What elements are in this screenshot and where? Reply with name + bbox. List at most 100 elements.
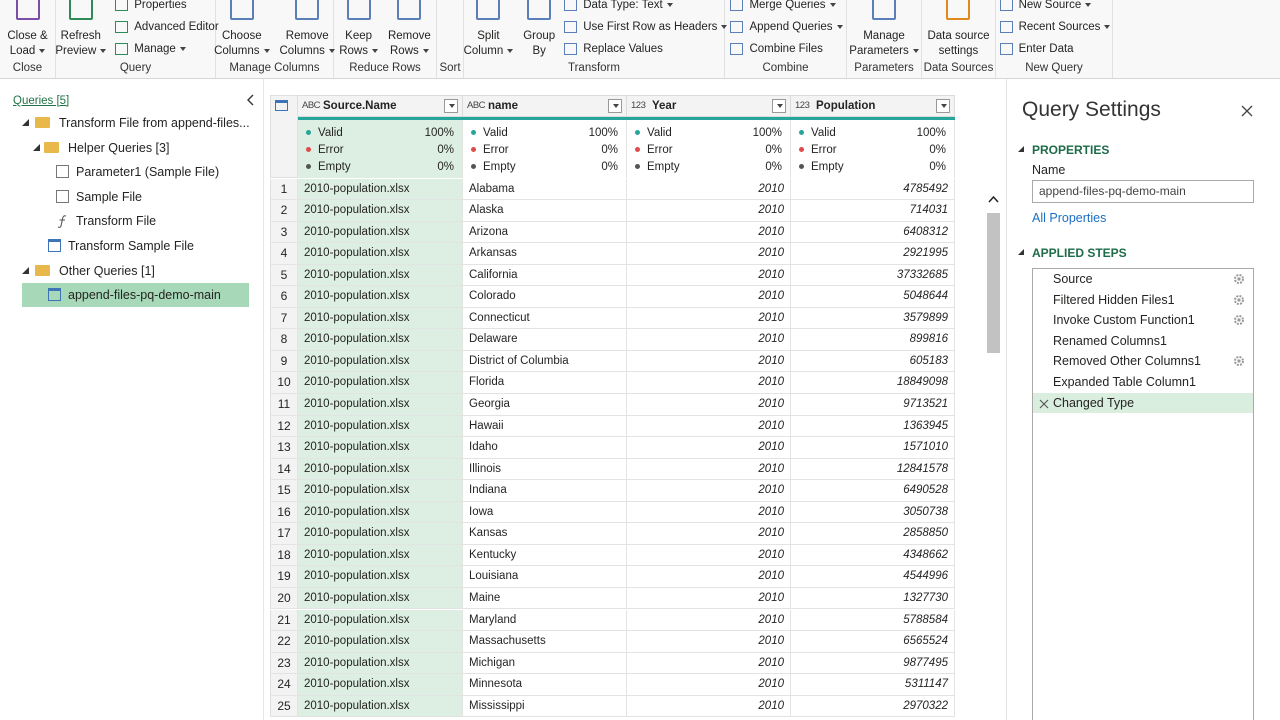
query-item[interactable]: Other Queries [1] — [0, 259, 262, 283]
dropdown-arrow — [449, 104, 455, 108]
column-header[interactable]: ABC name — [463, 95, 627, 117]
ribbon-button[interactable]: Split Column — [461, 0, 517, 60]
ribbon-small-button[interactable]: Combine Files — [730, 38, 842, 60]
step-name: Source — [1053, 272, 1093, 286]
cell: 2970322 — [791, 695, 955, 718]
collapse-pane[interactable] — [244, 93, 258, 107]
ribbon-small-button[interactable]: Data Type: Text — [564, 0, 727, 16]
cell: 2010-population.xlsx — [298, 501, 463, 524]
button-icon — [346, 0, 371, 20]
doc-icon — [56, 189, 69, 203]
scroll-up[interactable] — [986, 192, 1001, 206]
query-item[interactable]: append-files-pq-demo-main — [22, 283, 249, 308]
cell: 2010-population.xlsx — [298, 350, 463, 373]
step-settings-gear[interactable] — [1233, 314, 1245, 326]
ribbon-button[interactable]: Remove Columns — [277, 0, 338, 60]
query-item[interactable]: Sample File — [0, 185, 262, 209]
step-settings-gear[interactable] — [1233, 273, 1245, 285]
column-header[interactable]: 123 Year — [627, 95, 791, 117]
ribbon-small-button[interactable]: Manage — [115, 38, 218, 60]
ribbon-button[interactable]: Remove Rows — [385, 0, 434, 60]
ribbon-group: Sort — [437, 0, 464, 78]
ribbon-button[interactable]: Manage Parameters — [846, 0, 921, 60]
quality-label: Empty — [811, 160, 844, 173]
close-settings[interactable] — [1240, 104, 1254, 118]
ribbon-small-button[interactable]: New Source — [999, 0, 1111, 16]
column-filter-button[interactable] — [772, 99, 786, 113]
scroll-thumb[interactable] — [987, 213, 1000, 353]
cell: 2010 — [627, 501, 791, 524]
ribbon-button[interactable]: Choose Columns — [211, 0, 272, 60]
table-menu-icon[interactable] — [275, 100, 288, 111]
ribbon-small-button[interactable]: Use First Row as Headers — [564, 16, 728, 38]
ribbon-group-label: Parameters — [854, 62, 914, 74]
ribbon-button[interactable]: Keep Rows — [336, 0, 381, 60]
applied-step[interactable]: Renamed Columns1 — [1033, 331, 1253, 352]
section-toggle — [1018, 249, 1024, 255]
row-number: 1 — [270, 178, 298, 201]
column-filter-button[interactable] — [936, 99, 950, 113]
ribbon-button[interactable]: Group By — [520, 0, 558, 60]
cell: Maine — [463, 587, 627, 610]
step-settings-gear[interactable] — [1233, 294, 1245, 306]
dropdown-arrow — [100, 48, 107, 53]
ribbon-small-button[interactable]: Append Queries — [730, 16, 843, 38]
step-settings-gear[interactable] — [1233, 355, 1245, 367]
row-number: 3 — [270, 221, 298, 244]
applied-step[interactable]: Removed Other Columns1 — [1033, 351, 1253, 372]
name-input[interactable]: append-files-pq-demo-main — [1032, 180, 1254, 203]
name-label: Name — [1032, 163, 1066, 177]
button-icon — [999, 43, 1013, 55]
ribbon-group-label: New Query — [1025, 62, 1083, 74]
quality-label: Error — [647, 143, 673, 156]
ribbon-small-button[interactable]: Replace Values — [564, 38, 727, 60]
ribbon-small-button[interactable]: Recent Sources — [999, 16, 1111, 38]
applied-step[interactable]: Invoke Custom Function1 — [1033, 310, 1253, 331]
quality-row: Valid 100% — [306, 125, 454, 141]
query-item[interactable]: Transform File — [0, 209, 262, 233]
cell: Delaware — [463, 329, 627, 351]
applied-step[interactable]: Expanded Table Column1 — [1033, 372, 1253, 393]
cell: Mississippi — [463, 695, 627, 718]
ribbon-group: Manage Parameters Parameters — [847, 0, 922, 78]
query-item[interactable]: Parameter1 (Sample File) — [0, 160, 262, 184]
button-label: Combine Files — [749, 43, 823, 55]
row-number: 12 — [270, 415, 298, 438]
cell: 2921995 — [791, 243, 955, 265]
query-item[interactable]: Transform Sample File — [0, 234, 262, 258]
dropdown-arrow — [507, 48, 514, 53]
ribbon-button[interactable]: Data source settings — [924, 0, 992, 60]
applied-step[interactable]: Changed Type — [1033, 392, 1253, 414]
column-filter-button[interactable] — [608, 99, 622, 113]
ribbon-button[interactable]: Close & Load — [4, 0, 50, 60]
quality-bar — [463, 117, 627, 120]
cell: California — [463, 264, 627, 287]
button-icon — [564, 21, 578, 33]
folder-icon — [35, 264, 50, 276]
column-type-icon: ABC — [467, 100, 486, 111]
cell: 2010 — [627, 674, 791, 696]
button-icon — [564, 0, 578, 11]
cell: 2010 — [627, 587, 791, 610]
all-properties-link[interactable]: All Properties — [1032, 211, 1107, 225]
quality-label: Empty — [647, 160, 680, 173]
query-item[interactable]: Transform File from append-files... — [0, 111, 262, 135]
ribbon-button[interactable]: Refresh Preview — [52, 0, 109, 60]
column-header[interactable]: ABC Source.Name — [298, 95, 463, 117]
button-icon — [295, 0, 320, 20]
applied-step[interactable]: Filtered Hidden Files1 — [1033, 290, 1253, 311]
ribbon-small-button[interactable]: Advanced Editor — [115, 16, 219, 38]
step-name: Changed Type — [1053, 395, 1135, 410]
ribbon-small-button[interactable]: Enter Data — [999, 38, 1111, 60]
cell: 2010-population.xlsx — [298, 458, 463, 481]
ribbon-group-label: Data Sources — [923, 62, 994, 74]
query-item[interactable]: Helper Queries [3] — [0, 136, 262, 160]
delete-step[interactable] — [1039, 398, 1049, 408]
ribbon-small-button[interactable]: Properties — [115, 0, 218, 16]
column-filter-button[interactable] — [444, 99, 458, 113]
ribbon-small-button[interactable]: Merge Queries — [730, 0, 842, 16]
cell: 2010-population.xlsx — [298, 307, 463, 330]
applied-step[interactable]: Source — [1033, 269, 1253, 290]
column-header[interactable]: 123 Population — [791, 95, 955, 117]
